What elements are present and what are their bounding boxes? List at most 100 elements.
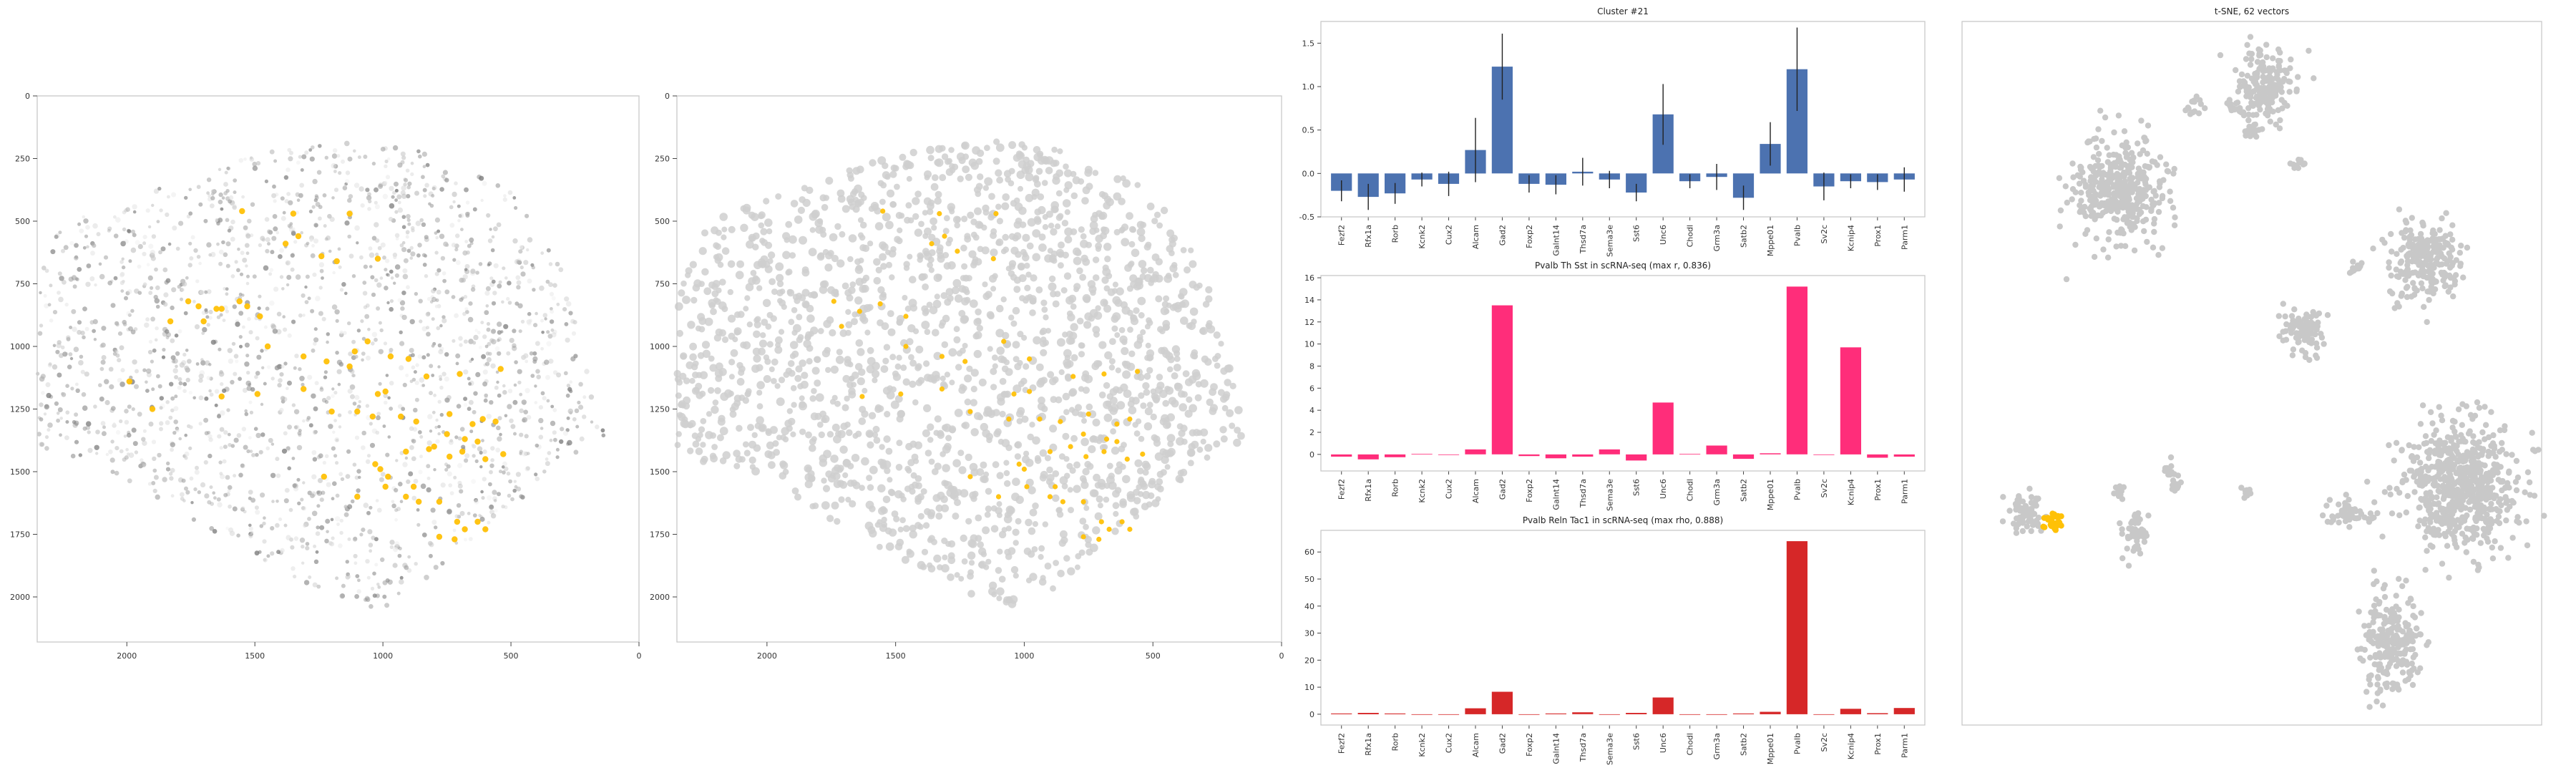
cell-point bbox=[261, 238, 265, 242]
cell-point bbox=[332, 430, 336, 434]
cell-point bbox=[535, 369, 540, 374]
cell-point bbox=[457, 480, 462, 485]
cell-point bbox=[313, 337, 319, 343]
cell-point bbox=[210, 195, 215, 200]
cell-point bbox=[573, 354, 578, 359]
cell-point bbox=[218, 199, 223, 205]
cell-point bbox=[503, 466, 509, 472]
cell-point bbox=[452, 191, 457, 198]
cell-point bbox=[424, 183, 429, 188]
cell-point bbox=[479, 516, 485, 522]
x-tick-label: Fezf2 bbox=[1337, 225, 1347, 245]
cell-point bbox=[967, 539, 976, 548]
cell-point bbox=[545, 374, 550, 380]
cell-point bbox=[367, 207, 371, 211]
y-tick-label: 60 bbox=[1304, 548, 1314, 557]
cell-point bbox=[1119, 498, 1127, 506]
cell-point bbox=[1068, 294, 1077, 303]
y-tick-label: 1250 bbox=[10, 405, 30, 414]
cell-point bbox=[512, 196, 517, 200]
cell-point bbox=[266, 554, 270, 558]
cell-point bbox=[209, 392, 214, 397]
cell-point bbox=[1065, 336, 1075, 345]
cell-point bbox=[854, 296, 863, 305]
cell-point bbox=[973, 349, 982, 359]
cell-point bbox=[683, 402, 691, 410]
cell-point bbox=[833, 480, 842, 488]
x-tick-label: Grm3a bbox=[1712, 733, 1722, 759]
cell-point bbox=[387, 579, 393, 585]
cell-point bbox=[756, 285, 763, 291]
cell-point bbox=[699, 371, 708, 379]
cell-point bbox=[455, 233, 460, 238]
cell-point bbox=[958, 575, 965, 582]
cell-point bbox=[78, 360, 84, 366]
cell-point bbox=[497, 492, 501, 497]
tsne-point bbox=[2157, 154, 2164, 160]
cell-point bbox=[816, 253, 825, 261]
cell-point bbox=[1103, 243, 1112, 251]
tsne-point bbox=[2270, 108, 2276, 115]
cell-point bbox=[786, 289, 795, 297]
cell-point bbox=[255, 336, 260, 341]
cell-point bbox=[1023, 450, 1030, 457]
cell-point bbox=[541, 331, 545, 334]
cell-point bbox=[451, 243, 457, 248]
cell-point bbox=[691, 296, 698, 304]
cell-point bbox=[104, 399, 110, 406]
tsne-point bbox=[2069, 160, 2076, 167]
cell-point bbox=[61, 392, 67, 397]
cell-point bbox=[957, 175, 964, 183]
cell-point bbox=[816, 422, 824, 428]
cell-point bbox=[1174, 382, 1183, 392]
cell-point bbox=[858, 417, 867, 425]
cell-point bbox=[439, 346, 444, 351]
cell-point bbox=[858, 191, 865, 198]
cell-point bbox=[713, 242, 720, 249]
cell-point bbox=[1112, 386, 1120, 394]
cell-points bbox=[673, 138, 1245, 608]
cell-point bbox=[970, 428, 979, 437]
cell-point bbox=[402, 462, 408, 467]
highlighted-cell bbox=[328, 408, 335, 415]
cell-point bbox=[272, 214, 278, 219]
tsne-point bbox=[2104, 145, 2110, 151]
cell-point bbox=[459, 489, 464, 494]
cell-point bbox=[421, 533, 427, 538]
highlighted-cell bbox=[413, 418, 419, 425]
tsne-point bbox=[2106, 152, 2112, 158]
cell-point bbox=[171, 359, 176, 364]
cell-point bbox=[361, 351, 366, 356]
tsne-point bbox=[2135, 140, 2141, 147]
cell-point bbox=[437, 424, 441, 429]
cell-point bbox=[1041, 306, 1048, 313]
tsne-point bbox=[2102, 114, 2109, 121]
highlighted-cell bbox=[1060, 499, 1065, 505]
x-tick-label: Unc6 bbox=[1659, 225, 1668, 245]
tsne-point bbox=[2154, 162, 2160, 168]
cell-point bbox=[896, 538, 904, 547]
cell-point bbox=[125, 291, 130, 296]
cell-point bbox=[1147, 266, 1154, 274]
cell-point bbox=[384, 400, 388, 405]
cell-point bbox=[230, 236, 235, 242]
cell-point bbox=[1028, 486, 1036, 495]
cell-point bbox=[486, 213, 491, 218]
cell-point bbox=[780, 434, 787, 441]
highlighted-cell bbox=[1114, 439, 1120, 444]
cell-point bbox=[156, 374, 160, 379]
cell-point bbox=[195, 362, 200, 366]
cell-point bbox=[980, 422, 989, 432]
cell-point bbox=[729, 410, 737, 418]
cell-point bbox=[228, 358, 234, 364]
cell-point bbox=[499, 432, 502, 437]
cell-point bbox=[298, 193, 303, 198]
cell-point bbox=[939, 145, 946, 152]
cell-point bbox=[477, 331, 481, 335]
cell-point bbox=[217, 413, 221, 417]
cell-point bbox=[903, 265, 910, 271]
cell-point bbox=[1018, 380, 1025, 387]
cell-point bbox=[538, 434, 544, 439]
cell-point bbox=[452, 200, 456, 204]
tsne-point bbox=[2250, 112, 2257, 118]
